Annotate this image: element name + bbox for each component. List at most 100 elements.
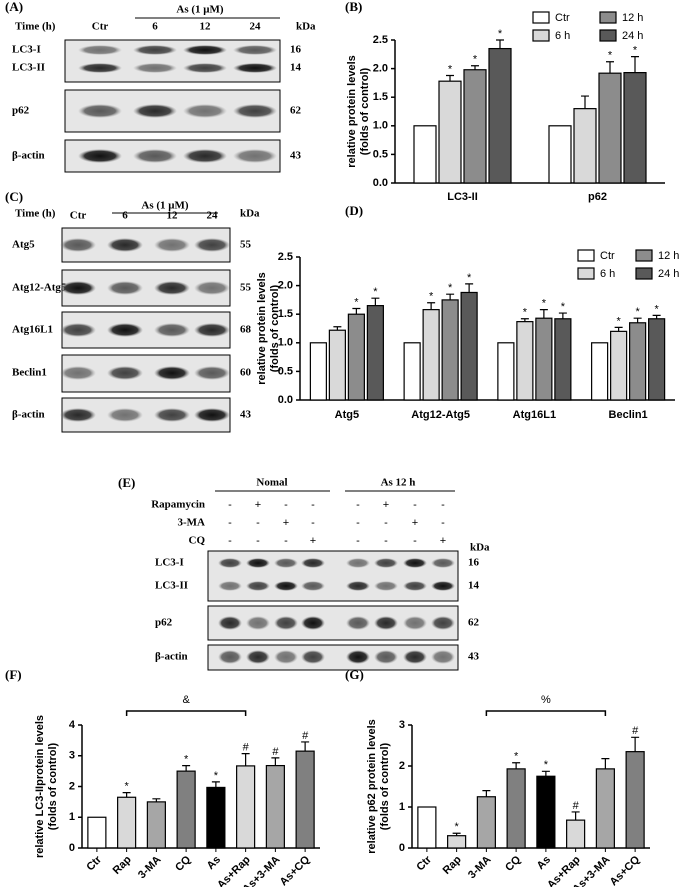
x-tick-label: Atg16L1	[513, 409, 556, 421]
treatment-sign: -	[441, 499, 445, 511]
error-bar	[601, 758, 610, 769]
band	[233, 149, 277, 163]
legend-label: 24 h	[658, 268, 679, 280]
band	[346, 558, 370, 568]
row-label: LC3-I	[12, 44, 41, 56]
y-tick-label: 1.0	[278, 337, 293, 349]
band	[274, 650, 298, 664]
treatment-sign: -	[284, 499, 288, 511]
lane-label: Ctr	[70, 210, 87, 222]
row-kda: 68	[240, 324, 252, 336]
row-label: p62	[12, 105, 30, 117]
band	[246, 581, 270, 591]
band	[60, 366, 96, 380]
y-tick-label: 1.5	[278, 308, 293, 320]
bar	[535, 317, 553, 401]
significance-mark: #	[302, 730, 309, 742]
significance-mark: #	[243, 742, 250, 754]
treatment-sign: -	[356, 499, 360, 511]
band	[403, 558, 427, 568]
lane-label: 12	[200, 21, 212, 33]
treatment-sign: -	[228, 517, 232, 529]
band	[107, 366, 143, 380]
error-bar	[496, 39, 504, 49]
y-tick-label: 1.5	[373, 91, 388, 103]
significance-mark: *	[542, 298, 547, 310]
row-label: LC3-I	[155, 557, 184, 569]
y-tick-label: 0.5	[278, 365, 293, 377]
error-bar	[427, 302, 436, 310]
band	[233, 104, 277, 118]
y-tick-label: 2	[399, 760, 405, 772]
x-tick-label: Ctr	[84, 853, 104, 873]
panel-label: (E)	[118, 475, 135, 490]
row-kda: 16	[468, 557, 480, 569]
lane-label: 24	[207, 210, 219, 222]
bar	[610, 330, 628, 401]
error-bar	[352, 307, 361, 315]
significance-mark: *	[544, 759, 549, 771]
band	[78, 104, 122, 118]
y-tick-label: 1	[399, 801, 405, 813]
row-label: Atg5	[12, 239, 35, 251]
bar	[176, 770, 196, 849]
bar	[623, 72, 647, 184]
error-bar	[541, 770, 550, 777]
legend-label: 12 h	[658, 250, 679, 262]
significance-mark: *	[561, 301, 566, 313]
bar	[447, 835, 467, 849]
treatment-sign: +	[412, 517, 418, 529]
band	[374, 581, 398, 591]
bar	[146, 801, 166, 849]
error-bar	[614, 326, 623, 332]
x-tick-label: Rap	[111, 853, 134, 876]
legend-label: Ctr	[600, 250, 615, 262]
bar	[591, 342, 609, 401]
row-kda: 43	[290, 150, 302, 162]
lane-label: 6	[152, 21, 158, 33]
band	[233, 45, 277, 55]
x-tick-label: As	[205, 854, 223, 872]
row-kda: 43	[240, 409, 252, 421]
x-tick-label: LC3-II	[447, 191, 478, 203]
legend-label: 12 h	[622, 12, 643, 24]
y-tick-label: 2.5	[373, 34, 388, 46]
bar	[417, 806, 437, 849]
bar	[347, 313, 365, 401]
error-bar	[558, 312, 567, 319]
band	[78, 45, 122, 55]
significance-mark: *	[608, 50, 613, 62]
band	[154, 323, 190, 337]
legend-swatch	[532, 11, 550, 24]
band	[154, 238, 190, 252]
treatment-sign: +	[440, 535, 446, 547]
treatment-label: As (1 μM)	[141, 200, 189, 212]
bar	[648, 318, 666, 401]
row-label: β-actin	[155, 651, 188, 663]
x-tick-label: Beclin1	[609, 409, 648, 421]
time-label: Time (h)	[15, 21, 56, 33]
row-kda: 16	[290, 44, 302, 56]
band	[183, 149, 227, 163]
band	[60, 408, 96, 422]
band	[183, 45, 227, 55]
band	[154, 408, 190, 422]
panel-label: (A)	[5, 0, 23, 14]
band	[218, 558, 242, 568]
error-bar	[333, 326, 342, 331]
treatment-sign: -	[356, 517, 360, 529]
significance-mark: *	[124, 781, 129, 793]
bar	[309, 342, 327, 401]
error-bar	[482, 790, 491, 797]
legend-label: Ctr	[555, 12, 570, 24]
bar	[476, 796, 496, 849]
band	[246, 558, 270, 568]
band	[301, 558, 325, 568]
panel-label: (B)	[345, 0, 362, 14]
error-bar	[371, 297, 380, 306]
row-kda: 62	[468, 617, 480, 629]
bar	[463, 69, 487, 184]
bar	[460, 291, 478, 401]
y-axis-label: (folds of control)	[269, 284, 281, 372]
bracket	[485, 710, 607, 716]
